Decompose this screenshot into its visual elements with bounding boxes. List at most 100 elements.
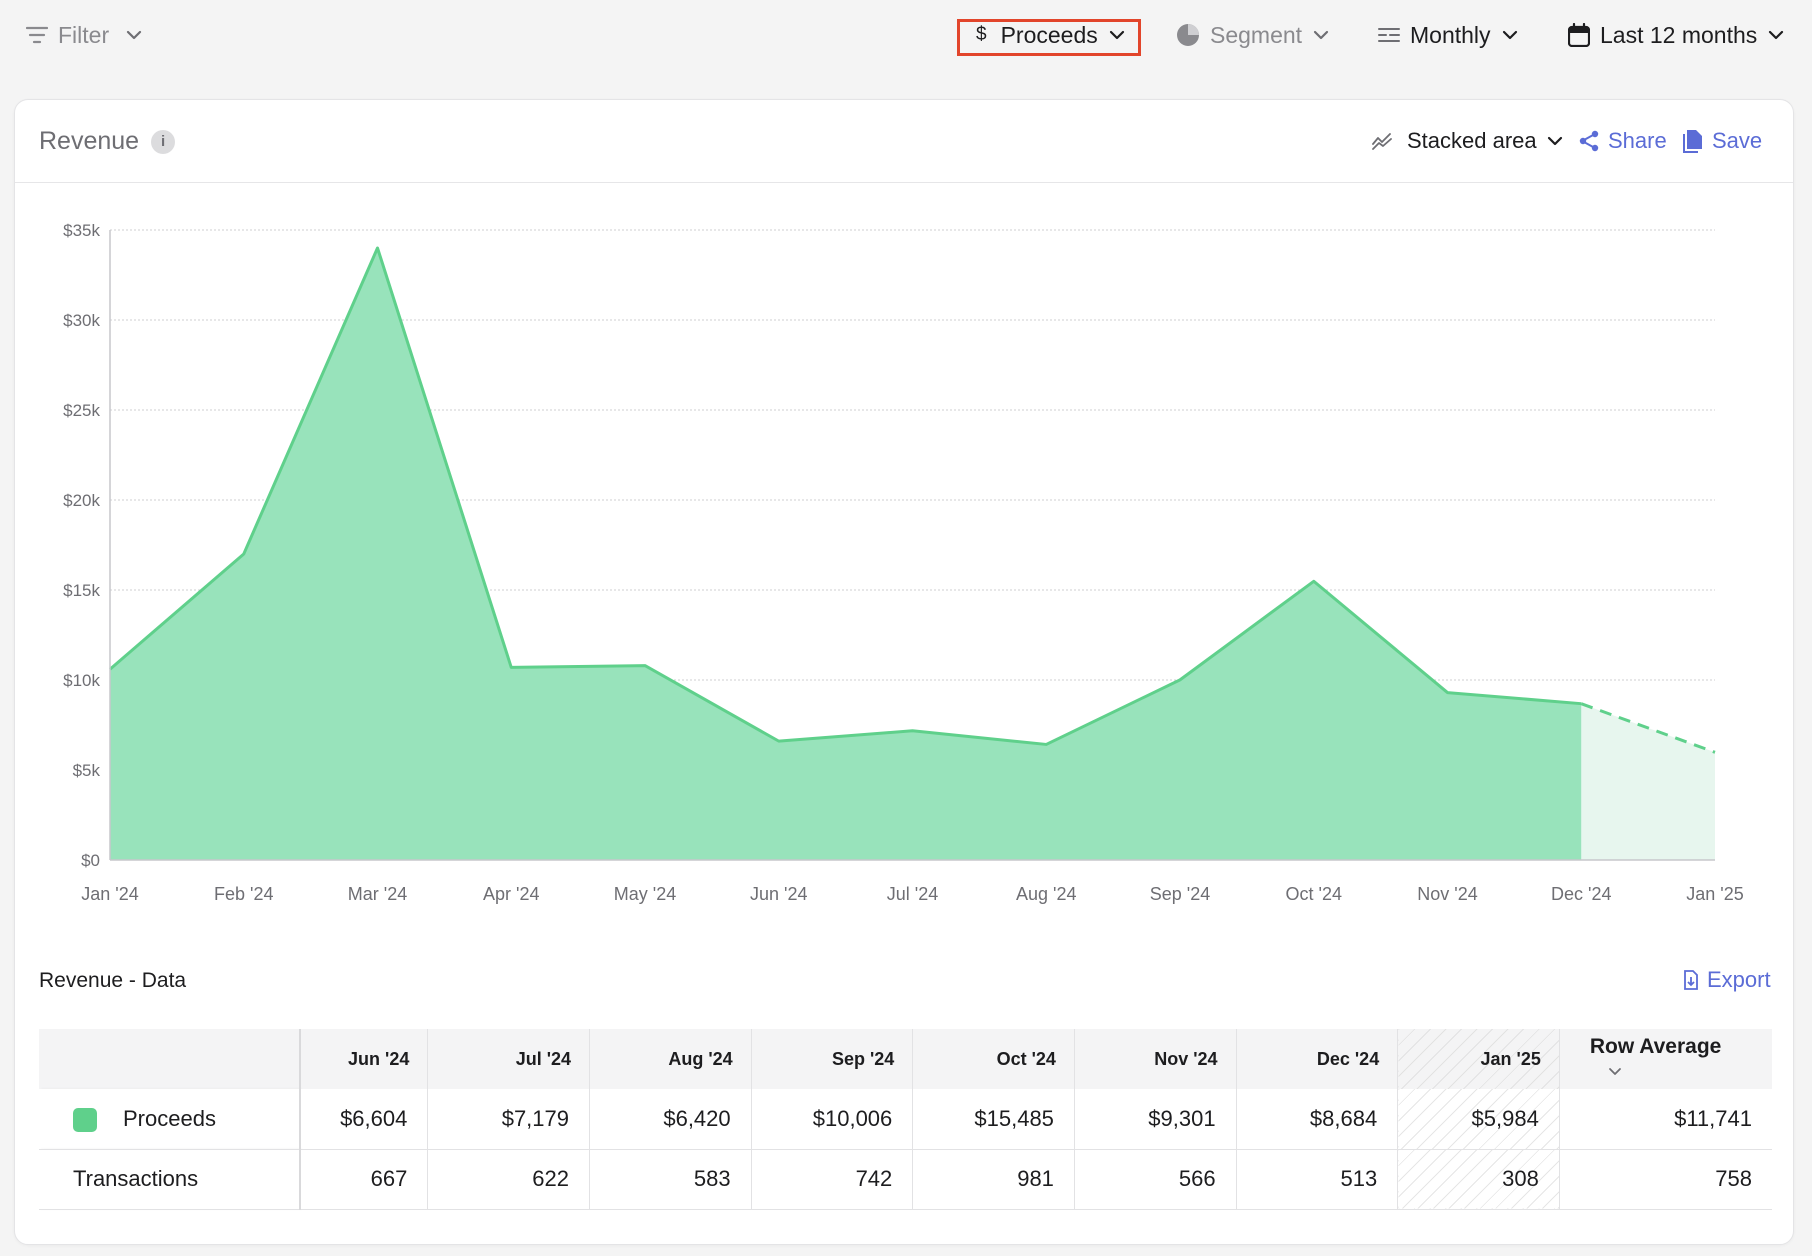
x-tick-label: Jul '24 [887, 884, 938, 904]
data-table-container: Jun '24 Jul '24 Aug '24 Sep '24 Oct '24 … [39, 1029, 1772, 1210]
table-cell-projected: $5,984 [1397, 1089, 1560, 1150]
row-label-cell: Transactions [39, 1149, 302, 1210]
document-icon [1683, 130, 1702, 153]
chevron-down-icon [127, 30, 142, 40]
header-blank [39, 1029, 302, 1089]
interval-label: Monthly [1410, 21, 1491, 48]
x-tick-label: Apr '24 [483, 884, 539, 904]
table-row: Transactions 667 622 583 742 981 566 513… [39, 1149, 1772, 1210]
filter-button[interactable]: Filter [26, 14, 143, 56]
table-cell: 566 [1074, 1149, 1237, 1210]
table-cell: 667 [300, 1149, 429, 1210]
projected-line [1580, 702, 1716, 754]
table-cell: $6,604 [300, 1089, 429, 1150]
card-header: Revenue i Stacked area Share Save [15, 100, 1793, 183]
row-average-cell: $11,741 [1559, 1089, 1772, 1150]
table-cell: 981 [912, 1149, 1075, 1210]
series-area [110, 248, 1582, 860]
y-tick-label: $10k [63, 671, 100, 690]
y-tick-label: $25k [63, 401, 100, 420]
chevron-down-icon [1109, 30, 1124, 40]
table-header-row: Jun '24 Jul '24 Aug '24 Sep '24 Oct '24 … [39, 1029, 1772, 1089]
column-header: Nov '24 [1074, 1029, 1237, 1089]
y-tick-label: $0 [81, 851, 100, 870]
chevron-down-icon [1313, 30, 1329, 40]
table-cell: 513 [1236, 1149, 1399, 1210]
pie-chart-icon [1177, 24, 1199, 46]
table-cell: $7,179 [427, 1089, 590, 1150]
table-cell: 622 [427, 1149, 590, 1210]
y-tick-label: $20k [63, 491, 100, 510]
share-icon [1579, 130, 1599, 152]
table-cell: 742 [751, 1149, 914, 1210]
x-tick-label: Jan '24 [81, 884, 138, 904]
chevron-down-icon [1502, 30, 1517, 40]
calendar-icon [1568, 23, 1590, 47]
x-tick-label: Mar '24 [348, 884, 407, 904]
chevron-down-icon [1769, 30, 1784, 40]
column-header: Aug '24 [589, 1029, 752, 1089]
share-label: Share [1608, 128, 1667, 153]
x-tick-label: May '24 [614, 884, 676, 904]
info-icon[interactable]: i [151, 129, 176, 154]
column-header: Sep '24 [751, 1029, 914, 1089]
row-average-cell: 758 [1559, 1149, 1772, 1210]
chart-type-dropdown[interactable]: Stacked area [1372, 124, 1564, 158]
row-label-cell: Proceeds [39, 1089, 302, 1150]
y-tick-label: $30k [63, 311, 100, 330]
x-tick-label: Sep '24 [1150, 884, 1211, 904]
y-tick-label: $35k [63, 221, 100, 240]
segment-dropdown[interactable]: Segment [1176, 14, 1330, 56]
chevron-down-icon [1608, 1068, 1621, 1076]
date-range-dropdown[interactable]: Last 12 months [1568, 14, 1785, 56]
table-cell-projected: 308 [1397, 1149, 1560, 1210]
dollar-icon: $ [976, 24, 987, 45]
row-average-header[interactable]: Row Average [1559, 1029, 1772, 1089]
export-label: Export [1707, 967, 1771, 992]
column-header: Dec '24 [1236, 1029, 1399, 1089]
interval-dropdown[interactable]: Monthly [1378, 14, 1519, 56]
segment-label: Segment [1210, 21, 1303, 48]
revenue-card: Revenue i Stacked area Share Save $0 $5k $… [14, 99, 1794, 1245]
export-button[interactable]: Export [1683, 967, 1771, 993]
x-tick-label: Jan '25 [1686, 884, 1743, 904]
top-toolbar: Filter $ Proceeds Segment Monthly Last 1… [0, 0, 1812, 72]
column-header: Jul '24 [427, 1029, 590, 1089]
table-cell: $15,485 [912, 1089, 1075, 1150]
x-tick-label: Jun '24 [750, 884, 807, 904]
data-section-title: Revenue - Data [39, 969, 187, 992]
x-tick-label: Feb '24 [214, 884, 273, 904]
share-button[interactable]: Share [1579, 124, 1667, 158]
column-header-projected: Jan '25 [1397, 1029, 1560, 1089]
save-button[interactable]: Save [1683, 124, 1762, 158]
revenue-chart: $0 $5k $10k $15k $20k $25k $30k $35k Jan '24 Feb … [63, 221, 1744, 904]
y-tick-label: $5k [73, 761, 101, 780]
series-color-swatch [73, 1107, 97, 1132]
series-line [109, 246, 1582, 746]
metric-label: Proceeds [1000, 21, 1098, 48]
filter-icon [26, 26, 48, 44]
metric-dropdown[interactable]: $ Proceeds [976, 14, 1126, 56]
card-title-group: Revenue i [39, 127, 176, 156]
table-cell: $10,006 [751, 1089, 914, 1150]
data-table: Jun '24 Jul '24 Aug '24 Sep '24 Oct '24 … [39, 1029, 1772, 1210]
save-label: Save [1712, 128, 1763, 153]
table-cell: $9,301 [1074, 1089, 1237, 1150]
export-icon [1684, 970, 1698, 990]
chevron-down-icon [1547, 136, 1562, 146]
x-tick-label: Oct '24 [1286, 884, 1342, 904]
table-row: Proceeds $6,604 $7,179 $6,420 $10,006 $1… [39, 1089, 1772, 1150]
table-cell: $8,684 [1236, 1089, 1399, 1150]
filter-label: Filter [58, 21, 110, 48]
date-range-label: Last 12 months [1600, 21, 1758, 48]
x-tick-label: Aug '24 [1016, 884, 1077, 904]
chart-type-label: Stacked area [1407, 128, 1537, 153]
table-cell: $6,420 [589, 1089, 752, 1150]
row-label: Transactions [73, 1166, 199, 1191]
row-label: Proceeds [123, 1105, 216, 1131]
row-average-label: Row Average [1589, 1035, 1722, 1058]
column-header: Oct '24 [912, 1029, 1075, 1089]
interval-icon [1378, 28, 1400, 42]
x-tick-label: Nov '24 [1417, 884, 1477, 904]
card-title: Revenue [39, 127, 140, 155]
